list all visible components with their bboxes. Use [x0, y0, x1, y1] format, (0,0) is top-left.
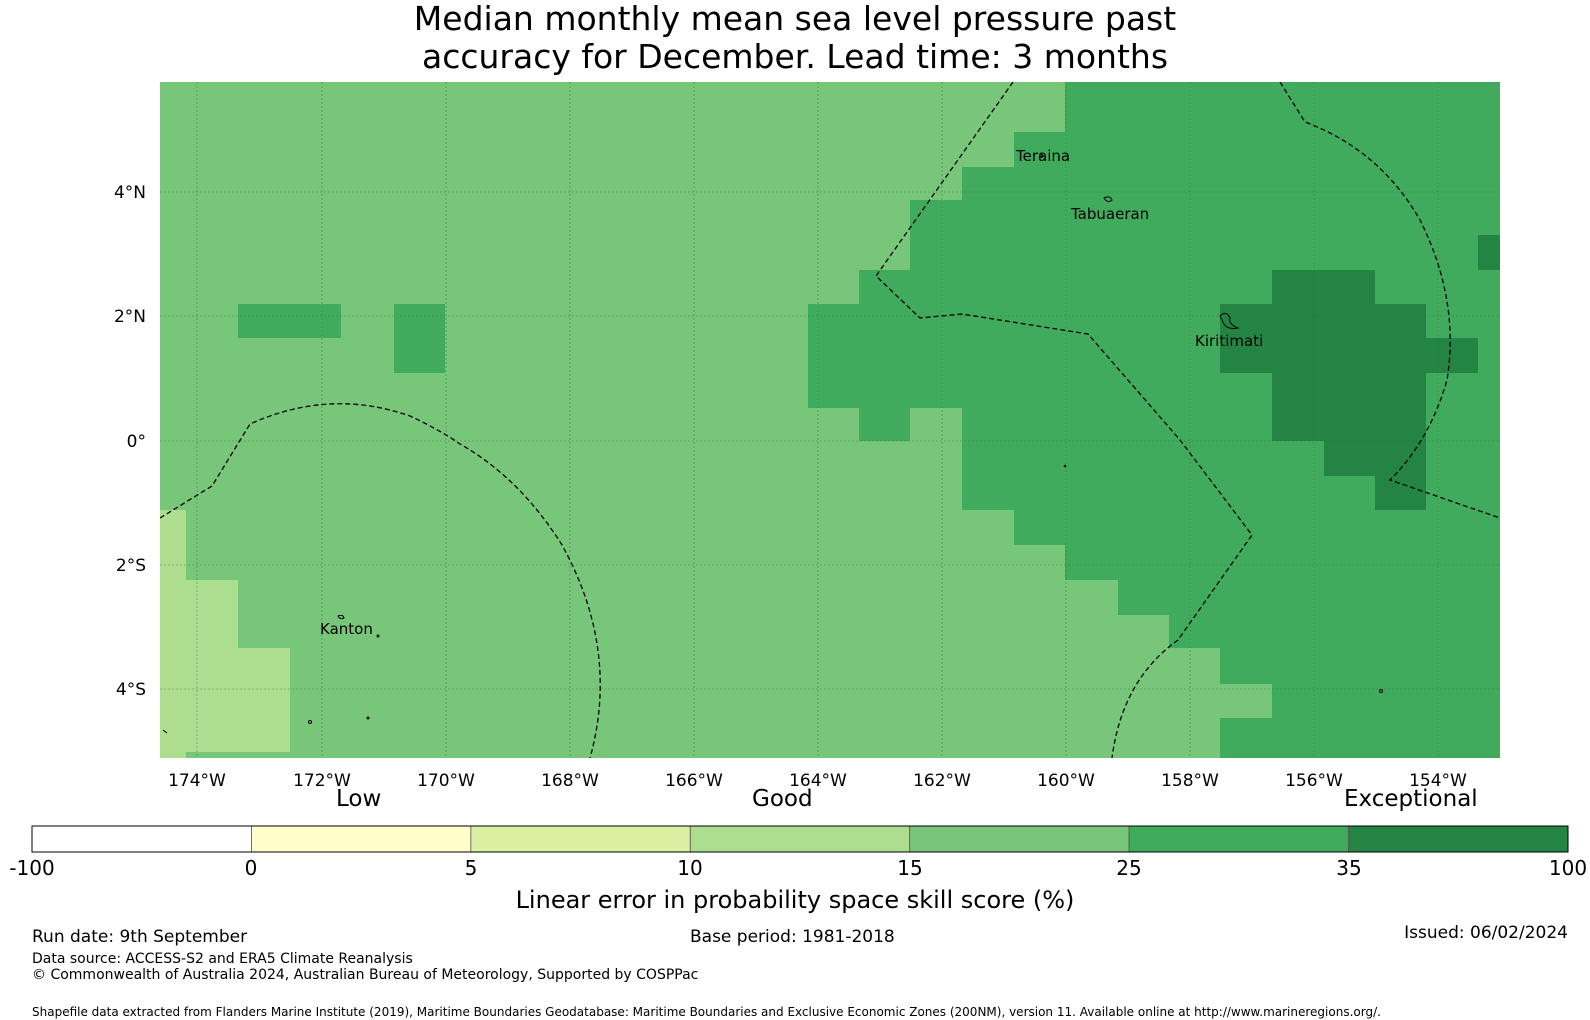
lon-label: 170°W — [417, 771, 475, 791]
colorbar-swatch — [1348, 825, 1569, 853]
colorbar-tick: 10 — [677, 856, 703, 880]
skill-patch — [1169, 648, 1272, 758]
lat-label: 4°S — [116, 680, 146, 700]
colorbar-swatch — [689, 825, 911, 853]
skill-patch — [238, 304, 341, 338]
kiritimati-island-icon — [1219, 312, 1240, 329]
lon-label: 164°W — [789, 771, 847, 791]
map-area — [160, 82, 1500, 758]
lon-label: 166°W — [665, 771, 723, 791]
longitude-labels: 174°W 172°W 170°W 168°W 166°W 164°W 162°… — [168, 771, 1467, 791]
colorbar-swatch — [251, 825, 472, 853]
tabuaeran-island-icon — [1103, 196, 1113, 203]
colorbar-border — [31, 825, 1569, 853]
skill-patch — [394, 304, 445, 373]
colorbar-swatch — [470, 825, 691, 853]
copyright: © Commonwealth of Australia 2024, Austra… — [32, 967, 699, 983]
data-source: Data source: ACCESS-S2 and ERA5 Climate … — [32, 951, 413, 967]
lon-label: 156°W — [1285, 771, 1343, 791]
chart-title: Median monthly mean sea level pressure p… — [0, 0, 1590, 76]
colorbar-tick: 35 — [1336, 856, 1362, 880]
colorbar-tick: 100 — [1548, 856, 1588, 880]
lon-label: 154°W — [1409, 771, 1467, 791]
chart-title-line1: Median monthly mean sea level pressure p… — [413, 0, 1177, 38]
lon-label: 174°W — [168, 771, 226, 791]
colorbar — [31, 825, 1569, 853]
latitude-labels: 4°N 2°N 0° 2°S 4°S — [114, 183, 146, 700]
lon-label: 160°W — [1037, 771, 1095, 791]
low-skill-region — [160, 510, 290, 758]
skill-patch — [1478, 235, 1500, 270]
lon-label: 172°W — [293, 771, 351, 791]
chart-title-line2: accuracy for December. Lead time: 3 mont… — [421, 37, 1169, 76]
lon-label: 168°W — [541, 771, 599, 791]
legend-category-good: Good — [752, 786, 813, 812]
place-label: Kanton — [320, 620, 373, 638]
colorbar-title: Linear error in probability space skill … — [515, 886, 1075, 914]
eez-boundaries — [160, 82, 1500, 758]
lon-label: 162°W — [913, 771, 971, 791]
place-label: Teraina — [1015, 147, 1070, 165]
colorbar-tick: -100 — [9, 856, 55, 880]
base-period: Base period: 1981-2018 — [690, 927, 895, 947]
issued-date: Issued: 06/02/2024 — [1404, 923, 1568, 943]
islands — [162, 154, 1383, 734]
gridlines — [160, 82, 1500, 758]
colorbar-tick: 0 — [244, 856, 258, 880]
lat-label: 2°S — [116, 556, 146, 576]
exceptional-skill-region — [1220, 270, 1478, 510]
colorbar-tick: 25 — [1116, 856, 1142, 880]
good-skill-region — [808, 82, 1500, 758]
colorbar-swatch — [1128, 825, 1349, 853]
place-label: Tabuaeran — [1070, 205, 1149, 223]
lat-label: 0° — [127, 432, 146, 452]
place-labels: Teraina Tabuaeran Kiritimati Kanton — [320, 147, 1263, 638]
lat-label: 4°N — [114, 183, 146, 203]
colorbar-swatch — [909, 825, 1130, 853]
colorbar-swatch — [31, 825, 252, 853]
colorbar-tick: 5 — [464, 856, 478, 880]
run-date: Run date: 9th September — [32, 927, 248, 947]
colorbar-tick: 15 — [897, 856, 923, 880]
place-label: Kiritimati — [1195, 332, 1263, 350]
legend-category-low: Low — [336, 786, 382, 812]
lat-label: 2°N — [114, 307, 146, 327]
legend-category-exceptional: Exceptional — [1344, 786, 1478, 812]
lon-label: 158°W — [1161, 771, 1219, 791]
kanton-island-icon — [337, 614, 345, 620]
shapefile-credit: Shapefile data extracted from Flanders M… — [32, 1005, 1381, 1019]
